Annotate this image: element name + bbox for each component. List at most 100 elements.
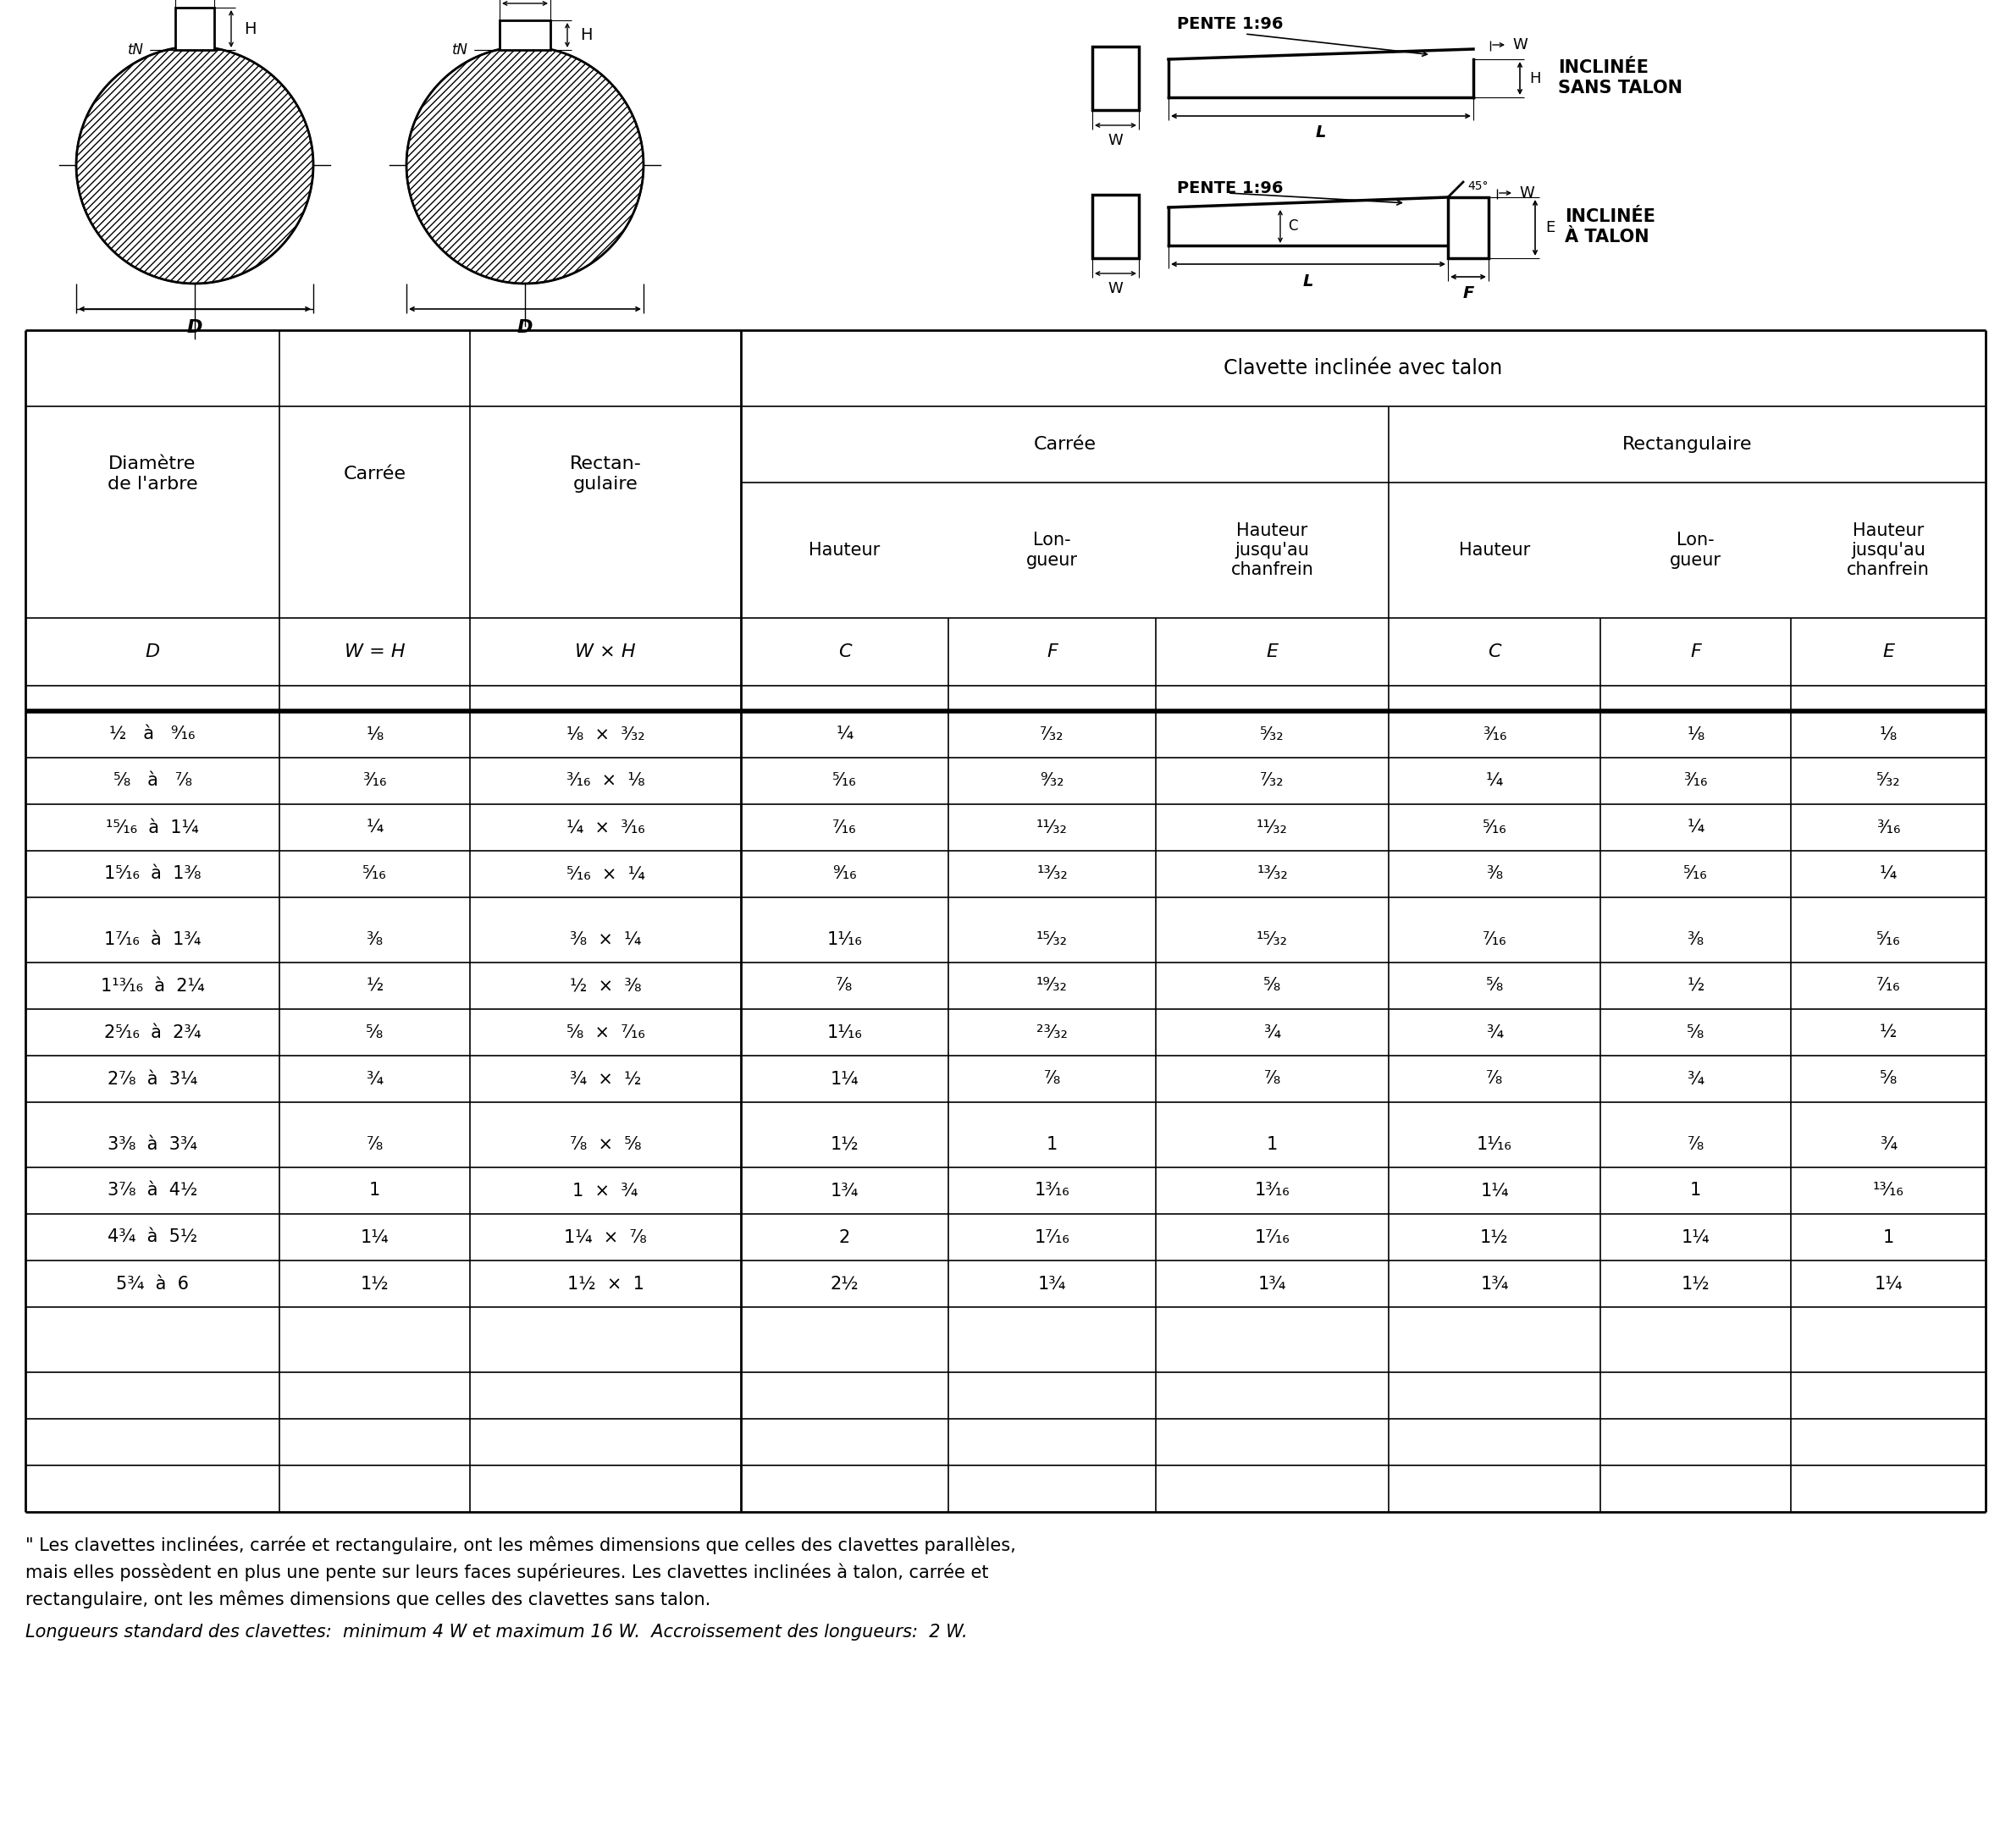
Text: 1: 1 xyxy=(1882,1229,1894,1246)
Text: ⁷⁄₁₆: ⁷⁄₁₆ xyxy=(1876,978,1900,994)
Text: C: C xyxy=(1488,643,1500,660)
Text: H: H xyxy=(243,20,255,37)
Text: 1¼: 1¼ xyxy=(360,1229,388,1246)
Text: 1¼: 1¼ xyxy=(1480,1183,1508,1199)
Text: 2½: 2½ xyxy=(831,1275,859,1292)
Text: INCLINÉE: INCLINÉE xyxy=(1559,59,1649,76)
Text: Diamètre
de l'arbre: Diamètre de l'arbre xyxy=(107,456,197,492)
Text: ⁵⁄₃₂: ⁵⁄₃₂ xyxy=(1261,726,1285,743)
Text: 1¼: 1¼ xyxy=(1681,1229,1709,1246)
Text: 1: 1 xyxy=(1689,1183,1701,1199)
Text: Hauteur
jusqu'au
chanfrein: Hauteur jusqu'au chanfrein xyxy=(1846,523,1931,578)
Text: ⁵⁄₁₆: ⁵⁄₁₆ xyxy=(1482,819,1506,835)
Text: 4¾  à  5½: 4¾ à 5½ xyxy=(107,1229,197,1246)
Text: ⅝: ⅝ xyxy=(1263,978,1281,994)
Text: F: F xyxy=(1046,643,1058,660)
Polygon shape xyxy=(76,46,314,283)
Text: ¼: ¼ xyxy=(1880,865,1896,883)
Text: ⁵⁄₁₆: ⁵⁄₁₆ xyxy=(1876,931,1900,948)
Text: ⁹⁄₃₂: ⁹⁄₃₂ xyxy=(1040,772,1064,789)
Text: ²³⁄₃₂: ²³⁄₃₂ xyxy=(1036,1024,1068,1040)
Text: ⅝: ⅝ xyxy=(366,1024,384,1040)
Text: ³⁄₈  ×  ¼: ³⁄₈ × ¼ xyxy=(569,931,642,948)
Polygon shape xyxy=(406,46,644,283)
Text: ¹¹⁄₃₂: ¹¹⁄₃₂ xyxy=(1257,819,1287,835)
Text: ¼: ¼ xyxy=(366,819,384,835)
Text: 1¾: 1¾ xyxy=(1259,1275,1287,1292)
Bar xyxy=(175,7,215,50)
Text: tN: tN xyxy=(452,43,469,57)
Text: ½  ×  ³⁄₈: ½ × ³⁄₈ xyxy=(569,978,642,994)
Text: L: L xyxy=(1315,126,1325,140)
Text: ¾: ¾ xyxy=(366,1070,384,1087)
Text: H: H xyxy=(1530,70,1540,85)
Text: 1³⁄₁₆: 1³⁄₁₆ xyxy=(1034,1183,1070,1199)
Bar xyxy=(1092,46,1138,111)
Text: Clavette inclinée avec talon: Clavette inclinée avec talon xyxy=(1225,359,1502,379)
Text: 1½: 1½ xyxy=(360,1275,388,1292)
Text: ⅝: ⅝ xyxy=(1486,978,1502,994)
Text: ⅝  ×  ⁷⁄₁₆: ⅝ × ⁷⁄₁₆ xyxy=(567,1024,646,1040)
Text: PENTE 1:96: PENTE 1:96 xyxy=(1176,15,1283,31)
Text: W × H: W × H xyxy=(575,643,635,660)
Text: F: F xyxy=(1689,643,1701,660)
Text: W: W xyxy=(1108,133,1122,148)
Text: ³⁄₈: ³⁄₈ xyxy=(1486,865,1502,883)
Text: Lon-
gueur: Lon- gueur xyxy=(1026,532,1078,569)
Text: W = H: W = H xyxy=(344,643,404,660)
Text: ½: ½ xyxy=(1880,1024,1896,1040)
Text: W: W xyxy=(1108,281,1122,296)
Bar xyxy=(1448,198,1488,259)
Text: 1¼  ×  ⁷⁄₈: 1¼ × ⁷⁄₈ xyxy=(563,1229,648,1246)
Text: 1½  ×  1: 1½ × 1 xyxy=(567,1275,644,1292)
Text: 1⁷⁄₁₆  à  1¾: 1⁷⁄₁₆ à 1¾ xyxy=(105,931,201,948)
Text: ¹⁹⁄₃₂: ¹⁹⁄₃₂ xyxy=(1036,978,1068,994)
Text: ¹⁵⁄₁₆  à  1¼: ¹⁵⁄₁₆ à 1¼ xyxy=(107,819,199,835)
Text: ³⁄₈: ³⁄₈ xyxy=(1687,931,1703,948)
Text: Hauteur: Hauteur xyxy=(808,541,881,558)
Text: 1¾: 1¾ xyxy=(1038,1275,1066,1292)
Text: ⁷⁄₈: ⁷⁄₈ xyxy=(366,1137,384,1153)
Text: ⁷⁄₁₆: ⁷⁄₁₆ xyxy=(833,819,857,835)
Text: SANS TALON: SANS TALON xyxy=(1559,79,1683,96)
Text: ³⁄₁₆: ³⁄₁₆ xyxy=(1482,726,1506,743)
Text: ³⁄₁₆  ×  ⅛: ³⁄₁₆ × ⅛ xyxy=(567,772,646,789)
Bar xyxy=(1092,194,1138,259)
Text: ⅛: ⅛ xyxy=(1880,726,1896,743)
Text: 2⁷⁄₈  à  3¼: 2⁷⁄₈ à 3¼ xyxy=(107,1070,197,1087)
Text: ³⁄₈: ³⁄₈ xyxy=(366,931,384,948)
Text: 1¹⁄₁₆: 1¹⁄₁₆ xyxy=(1476,1137,1512,1153)
Text: ¾: ¾ xyxy=(1263,1024,1281,1040)
Text: Hauteur: Hauteur xyxy=(1458,541,1530,558)
Text: rectangulaire, ont les mêmes dimensions que celles des clavettes sans talon.: rectangulaire, ont les mêmes dimensions … xyxy=(26,1589,710,1608)
Text: 3³⁄₈  à  3¾: 3³⁄₈ à 3¾ xyxy=(107,1137,197,1153)
Text: 1½: 1½ xyxy=(1681,1275,1709,1292)
Text: D: D xyxy=(517,320,533,336)
Text: ½: ½ xyxy=(366,978,384,994)
Text: 1  ×  ¾: 1 × ¾ xyxy=(573,1183,637,1199)
Text: ⁵⁄₁₆  ×  ¼: ⁵⁄₁₆ × ¼ xyxy=(567,865,646,883)
Text: 1¾: 1¾ xyxy=(1480,1275,1508,1292)
Text: PENTE 1:96: PENTE 1:96 xyxy=(1176,179,1283,196)
Text: ¾  ×  ½: ¾ × ½ xyxy=(569,1070,642,1087)
Text: Rectangulaire: Rectangulaire xyxy=(1623,436,1752,453)
Text: INCLINÉE: INCLINÉE xyxy=(1565,207,1655,225)
Text: ⁵⁄₁₆: ⁵⁄₁₆ xyxy=(833,772,857,789)
Text: ⁵⁄₃₂: ⁵⁄₃₂ xyxy=(1876,772,1900,789)
Text: E: E xyxy=(1546,220,1555,235)
Text: ¹⁵⁄₃₂: ¹⁵⁄₃₂ xyxy=(1036,931,1068,948)
Text: Rectan-
gulaire: Rectan- gulaire xyxy=(569,456,642,492)
Text: ¹⁵⁄₃₂: ¹⁵⁄₃₂ xyxy=(1257,931,1287,948)
Text: F: F xyxy=(1462,286,1474,301)
Text: ⁷⁄₈: ⁷⁄₈ xyxy=(837,978,853,994)
Text: À TALON: À TALON xyxy=(1565,227,1649,246)
Text: ¹³⁄₁₆: ¹³⁄₁₆ xyxy=(1872,1183,1904,1199)
Text: 1: 1 xyxy=(1267,1137,1277,1153)
Text: 1⁷⁄₁₆: 1⁷⁄₁₆ xyxy=(1255,1229,1289,1246)
Text: Hauteur
jusqu'au
chanfrein: Hauteur jusqu'au chanfrein xyxy=(1231,523,1313,578)
Text: 1: 1 xyxy=(1046,1137,1058,1153)
Text: ⁷⁄₁₆: ⁷⁄₁₆ xyxy=(1482,931,1506,948)
Text: D: D xyxy=(145,643,159,660)
Text: H: H xyxy=(579,28,591,43)
Text: ³⁄₁₆: ³⁄₁₆ xyxy=(362,772,386,789)
